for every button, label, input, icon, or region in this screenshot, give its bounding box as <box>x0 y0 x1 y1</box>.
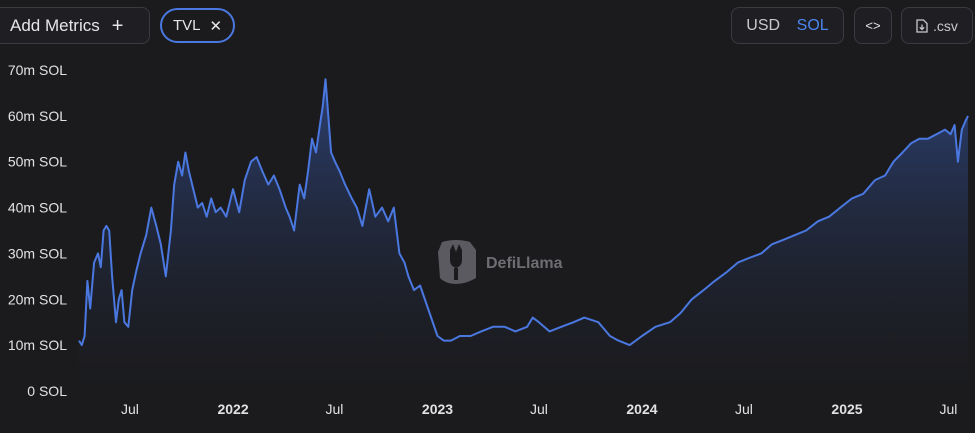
llama-logo-icon <box>438 240 476 284</box>
download-csv-button[interactable]: .csv <box>901 7 973 44</box>
x-tick-label: 2023 <box>422 401 453 417</box>
y-tick-label: 50m SOL <box>8 154 67 170</box>
x-tick-label: 2022 <box>217 401 248 417</box>
y-tick-label: 30m SOL <box>8 245 67 261</box>
metric-pill-tvl[interactable]: TVL ✕ <box>160 8 235 43</box>
toolbar: Add Metrics + TVL ✕ USD SOL <> .csv <box>0 0 975 52</box>
code-icon: <> <box>865 18 881 33</box>
currency-toggle: USD SOL <box>731 7 844 44</box>
tvl-chart: 0 SOL 10m SOL 20m SOL 30m SOL 40m SOL 50m SOL… <box>8 62 969 417</box>
add-metrics-label: Add Metrics <box>10 15 100 35</box>
x-tick-label: Jul <box>121 401 139 417</box>
y-tick-label: 40m SOL <box>8 200 67 216</box>
file-download-icon <box>916 18 928 33</box>
y-axis: 0 SOL 10m SOL 20m SOL 30m SOL 40m SOL 50m SOL… <box>8 62 67 399</box>
defillama-watermark: DefiLlama <box>438 240 563 284</box>
currency-option-sol[interactable]: SOL <box>796 16 829 34</box>
y-tick-label: 20m SOL <box>8 291 67 307</box>
x-tick-label: Jul <box>735 401 753 417</box>
add-metrics-button[interactable]: Add Metrics + <box>0 7 150 44</box>
watermark-text: DefiLlama <box>486 255 563 272</box>
x-tick-label: 2024 <box>626 401 657 417</box>
currency-option-usd[interactable]: USD <box>746 16 781 34</box>
close-icon[interactable]: ✕ <box>209 17 223 35</box>
x-tick-label: Jul <box>325 401 343 417</box>
y-tick-label: 0 SOL <box>27 383 67 399</box>
y-tick-label: 60m SOL <box>8 108 67 124</box>
csv-label: .csv <box>933 17 958 34</box>
x-tick-label: 2025 <box>831 401 862 417</box>
y-tick-label: 70m SOL <box>8 62 67 78</box>
x-tick-label: Jul <box>939 401 957 417</box>
plus-icon: + <box>111 14 124 37</box>
tvl-series-line[interactable] <box>78 78 969 347</box>
metric-pill-label: TVL <box>172 17 201 34</box>
x-axis: Jul 2022 Jul 2023 Jul 2024 Jul 2025 Jul <box>121 401 957 417</box>
y-tick-label: 10m SOL <box>8 337 67 353</box>
x-tick-label: Jul <box>530 401 548 417</box>
tvl-area <box>79 79 968 391</box>
embed-button[interactable]: <> <box>854 7 892 44</box>
